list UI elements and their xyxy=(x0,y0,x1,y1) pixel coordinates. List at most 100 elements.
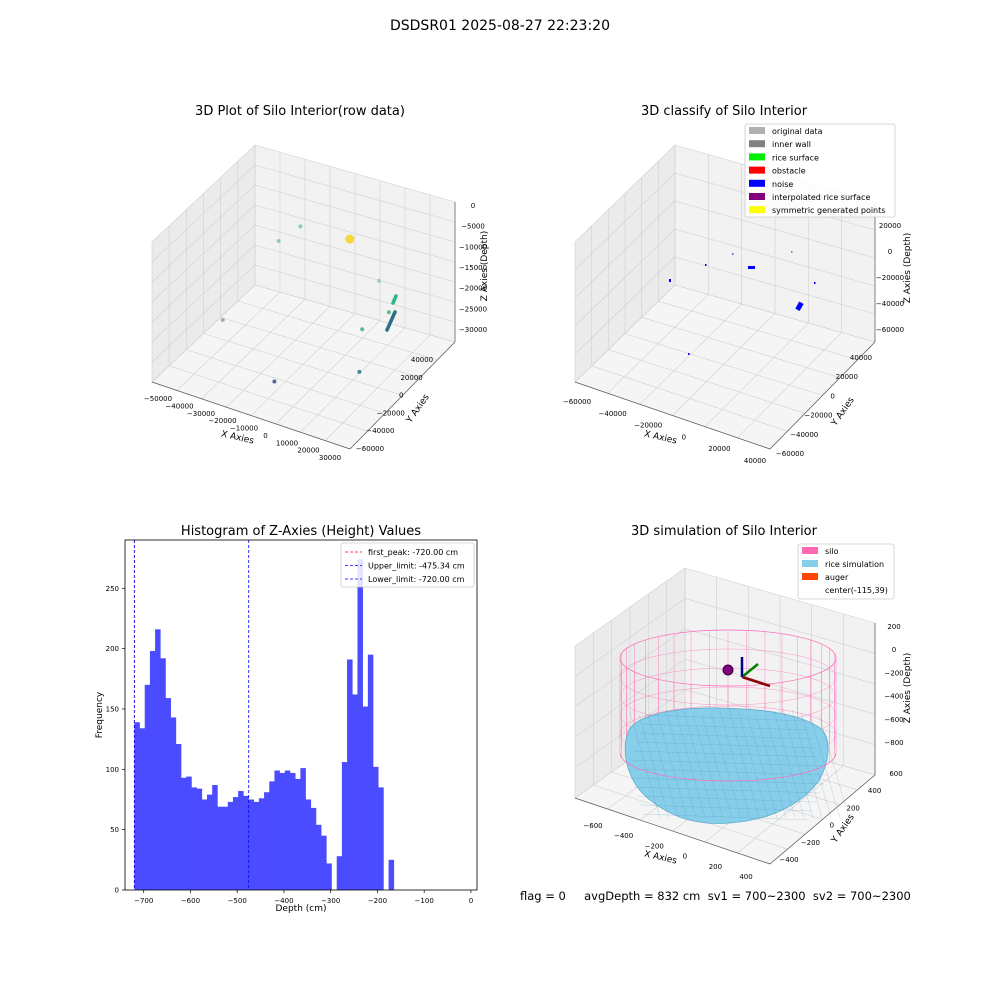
panel1-ztick: −15000 xyxy=(459,264,487,272)
figure-suptitle: DSDSR01 2025-08-27 22:23:20 xyxy=(389,18,610,34)
panel2-ytick: −20000 xyxy=(804,412,832,420)
panel4-legend: silo rice simulation auger center(-115,39) xyxy=(797,543,895,600)
mesh-line xyxy=(692,713,724,819)
legend-swatch xyxy=(802,547,818,554)
mesh-line xyxy=(633,786,821,794)
histogram-bar xyxy=(300,768,306,890)
histogram-xtick-label: −600 xyxy=(181,897,200,905)
panel3-title: Histogram of Z-Axies (Height) Values xyxy=(180,524,422,539)
histogram-bar xyxy=(357,559,363,890)
data-point-streak xyxy=(391,294,398,305)
histogram-xtick-label: −100 xyxy=(415,897,434,905)
panel2-zlabel: Z Axies (Depth) xyxy=(903,233,913,304)
legend-label: original data xyxy=(772,127,823,136)
panel2-title: 3D classify of Silo Interior xyxy=(640,104,808,119)
histogram-xtick-label: −700 xyxy=(134,897,153,905)
histogram-bar xyxy=(269,781,275,890)
histogram-bar xyxy=(232,797,239,890)
panel2-ztick: −60000 xyxy=(876,326,904,334)
legend-label: rice surface xyxy=(772,153,819,162)
histogram-bar xyxy=(149,651,156,890)
mesh-line xyxy=(809,714,841,819)
histogram-bar xyxy=(181,777,187,890)
histogram-bar xyxy=(160,658,166,890)
legend-label: rice simulation xyxy=(825,560,884,569)
histogram-bar xyxy=(290,772,296,890)
panel1-xtick: −10000 xyxy=(230,425,258,433)
histogram-bar xyxy=(191,787,197,890)
panel2-xtick: −20000 xyxy=(634,422,662,430)
panel4-ztick: 200 xyxy=(887,623,900,631)
histogram-bar xyxy=(310,807,317,890)
panel1-xtick: 20000 xyxy=(297,447,319,455)
histogram-bar xyxy=(264,792,270,890)
panel4-xtick: −600 xyxy=(583,822,602,830)
panel2-xtick: 20000 xyxy=(708,445,730,453)
legend-label: Upper_limit: -475.34 cm xyxy=(368,562,465,571)
histogram-bar xyxy=(144,684,151,890)
histogram-bar xyxy=(274,770,280,890)
histogram-ytick-label: 50 xyxy=(110,826,119,834)
histogram-bar xyxy=(378,787,384,890)
panel4-zlabel: Z Axies (Depth) xyxy=(903,653,913,724)
data-point xyxy=(345,234,355,244)
panel2-ytick: −60000 xyxy=(776,450,804,458)
panel1-3d-scatter: −50000−40000−30000−20000−100000100002000… xyxy=(144,144,490,462)
mesh-line xyxy=(701,714,733,819)
data-point xyxy=(298,224,303,229)
panel2-legend: original data inner wall rice surface obsta… xyxy=(744,123,896,218)
panel1-xtick: 10000 xyxy=(276,439,298,447)
histogram-legend: first_peak: -720.00 cm Upper_limit: -475.… xyxy=(340,542,475,588)
footer-status: flag = 0 avgDepth = 832 cm sv1 = 700~230… xyxy=(520,889,911,903)
legend-label: Lower_limit: -720.00 cm xyxy=(368,575,465,584)
panel1-ytick: 0 xyxy=(399,392,403,400)
mesh-line xyxy=(674,709,706,819)
mesh-line xyxy=(627,768,829,776)
histogram-bar xyxy=(326,863,332,890)
legend-label: inner wall xyxy=(772,140,811,149)
data-point xyxy=(386,310,391,315)
mesh-line xyxy=(764,713,796,819)
mesh-line xyxy=(642,723,809,731)
histogram-bar xyxy=(139,728,146,890)
histogram-bar xyxy=(227,801,234,890)
panel2-ztick: −20000 xyxy=(876,274,904,282)
histogram-bar xyxy=(243,795,249,890)
silo-rim-bottom xyxy=(619,752,837,782)
mesh-line xyxy=(630,759,825,767)
center-marker xyxy=(722,664,734,676)
noise-point xyxy=(669,279,671,282)
panel4-ztick: −200 xyxy=(884,669,903,677)
panel1-xtick: −20000 xyxy=(208,417,236,425)
panel1-ztick: −20000 xyxy=(459,285,487,293)
panel1-ztick: −5000 xyxy=(461,223,485,231)
noise-point xyxy=(795,301,804,311)
panel4-ytick: −200 xyxy=(801,839,820,847)
histogram-bars xyxy=(134,559,395,890)
panel1-ytick: 20000 xyxy=(400,374,422,382)
panel1-xtick: −40000 xyxy=(165,402,193,410)
histogram-xtick-label: −300 xyxy=(321,897,340,905)
mesh-line xyxy=(710,713,742,819)
panel4-ytick: 600 xyxy=(889,770,902,778)
mesh-line xyxy=(645,714,805,722)
mesh-line xyxy=(636,741,817,749)
legend-label: center(-115,39) xyxy=(825,586,888,595)
histogram-bar xyxy=(165,698,171,890)
panel2-ytick: 40000 xyxy=(850,354,872,362)
histogram-vlines xyxy=(133,540,250,890)
mesh-line xyxy=(638,714,670,819)
panel1-ztick: 0 xyxy=(471,202,475,210)
panel2-xtick: −60000 xyxy=(563,398,591,406)
legend-swatch xyxy=(749,193,765,200)
panel2-xlabel: X Axies xyxy=(643,429,678,446)
data-point-streak xyxy=(385,310,397,332)
noise-point xyxy=(705,264,707,266)
data-point xyxy=(376,278,381,283)
histogram-xtick-label: 0 xyxy=(469,897,473,905)
panel2-ytick: 0 xyxy=(830,392,834,400)
noise-point xyxy=(732,253,734,255)
histogram-bar xyxy=(341,762,348,890)
panel4-xtick: −200 xyxy=(645,842,664,850)
histogram-bar xyxy=(201,799,208,890)
